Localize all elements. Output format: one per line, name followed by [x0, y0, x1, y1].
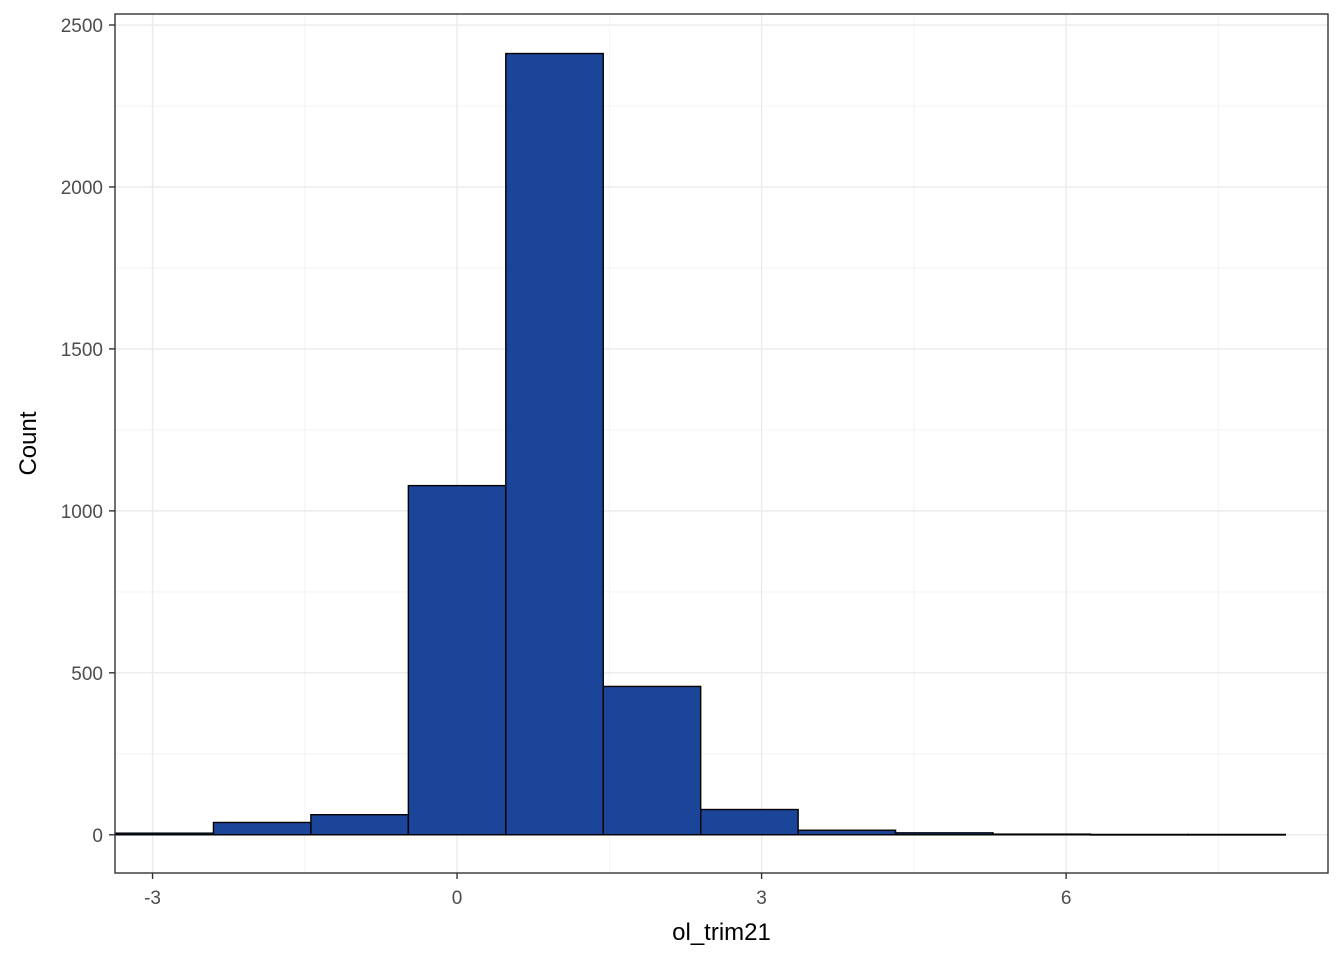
x-tick-label: 0 [452, 888, 463, 909]
histogram-bar [505, 52, 604, 836]
histogram-bar [1089, 833, 1189, 836]
y-axis-title: Count [15, 411, 42, 475]
y-tick-label: 1000 [61, 502, 103, 523]
x-tick-label: 6 [1061, 888, 1072, 909]
grid-minor-lines [115, 14, 1328, 873]
histogram-bar [1187, 833, 1287, 836]
x-axis: -3 0 3 6 [144, 873, 1071, 909]
histogram-bar [212, 821, 312, 836]
x-tick-label: 3 [756, 888, 767, 909]
histogram-bar [602, 685, 702, 836]
y-axis: 0 500 1000 1500 2000 2500 [61, 16, 115, 847]
x-axis-title: ol_trim21 [672, 919, 771, 946]
x-tick-label: -3 [144, 888, 161, 909]
histogram-bar [699, 808, 799, 836]
histogram-bar [310, 813, 410, 836]
y-tick-label: 0 [92, 826, 103, 847]
histogram-bars [115, 52, 1287, 836]
histogram-bar [407, 484, 507, 836]
histogram-bar [894, 832, 994, 836]
y-tick-label: 2000 [61, 178, 103, 199]
y-tick-label: 500 [71, 664, 103, 685]
histogram-bar [992, 833, 1092, 836]
y-tick-label: 2500 [61, 16, 103, 37]
histogram-bar [797, 829, 897, 836]
panel-border [114, 13, 1329, 874]
y-tick-label: 1500 [61, 340, 103, 361]
histogram-bar [115, 832, 215, 836]
